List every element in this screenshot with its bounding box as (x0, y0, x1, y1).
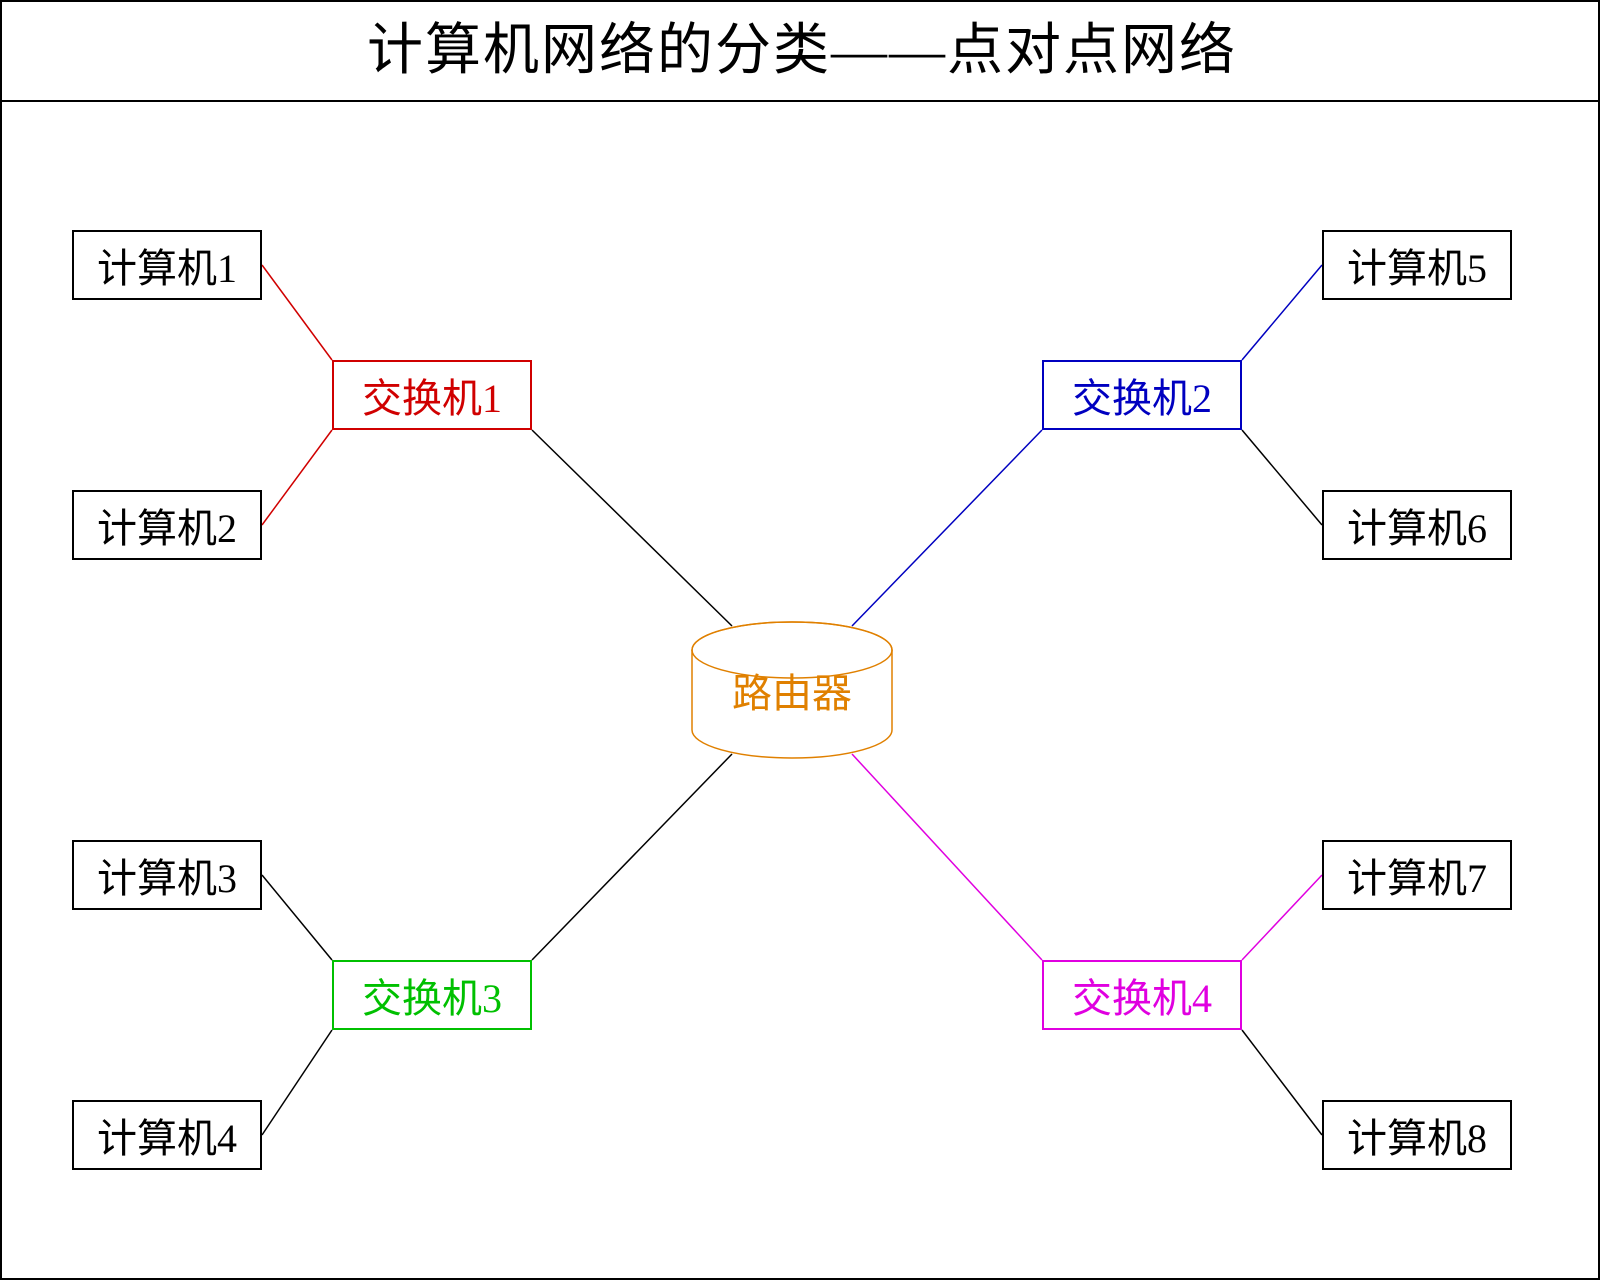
node-sw2: 交换机2 (1042, 360, 1242, 430)
outer-frame: 计算机网络的分类——点对点网络 计算机1 计算机2 计算机3 计算机4 计算机5… (0, 0, 1600, 1280)
node-pc8: 计算机8 (1322, 1100, 1512, 1170)
node-sw1: 交换机1 (332, 360, 532, 430)
node-router: 路由器 (692, 622, 892, 758)
node-pc6: 计算机6 (1322, 490, 1512, 560)
node-label: 计算机5 (1347, 236, 1487, 294)
node-pc2: 计算机2 (72, 490, 262, 560)
node-label: 计算机6 (1347, 496, 1487, 554)
node-label: 路由器 (732, 661, 852, 719)
node-pc5: 计算机5 (1322, 230, 1512, 300)
node-sw3: 交换机3 (332, 960, 532, 1030)
node-label: 交换机2 (1072, 366, 1212, 424)
node-label: 计算机8 (1347, 1106, 1487, 1164)
node-label: 计算机3 (97, 846, 237, 904)
node-pc3: 计算机3 (72, 840, 262, 910)
node-label: 计算机4 (97, 1106, 237, 1164)
node-label: 计算机2 (97, 496, 237, 554)
node-label: 交换机1 (362, 366, 502, 424)
node-label: 交换机3 (362, 966, 502, 1024)
node-label: 计算机7 (1347, 846, 1487, 904)
diagram-canvas: 计算机1 计算机2 计算机3 计算机4 计算机5 计算机6 计算机7 计算机8 … (2, 100, 1600, 1282)
node-sw4: 交换机4 (1042, 960, 1242, 1030)
node-pc7: 计算机7 (1322, 840, 1512, 910)
node-pc4: 计算机4 (72, 1100, 262, 1170)
node-label: 计算机1 (97, 236, 237, 294)
node-label: 交换机4 (1072, 966, 1212, 1024)
node-pc1: 计算机1 (72, 230, 262, 300)
page-title: 计算机网络的分类——点对点网络 (2, 2, 1600, 102)
